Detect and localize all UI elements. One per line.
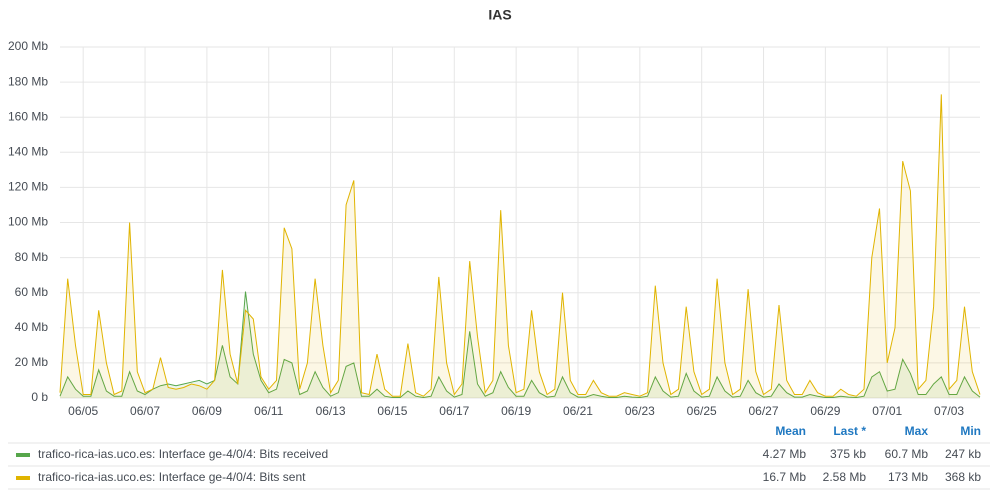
legend-stat: 368 kb — [945, 470, 981, 484]
series-line — [59, 94, 981, 397]
legend-stat: 4.27 Mb — [763, 447, 807, 461]
legend-header: Min — [960, 424, 981, 438]
legend-stat: 247 kb — [945, 447, 981, 461]
legend-header: Max — [905, 424, 929, 438]
legend-stat: 2.58 Mb — [823, 470, 867, 484]
x-tick-label: 06/11 — [254, 404, 283, 418]
y-tick-label: 40 Mb — [15, 320, 49, 334]
legend-header: Mean — [775, 424, 806, 438]
legend-stat: 173 Mb — [888, 470, 928, 484]
legend-swatch — [16, 453, 30, 457]
x-tick-label: 06/19 — [501, 404, 531, 418]
series-area — [60, 94, 980, 399]
legend-header: Last * — [833, 424, 866, 438]
y-tick-label: 0 b — [31, 390, 48, 404]
x-tick-label: 06/15 — [377, 404, 407, 418]
legend-stat: 16.7 Mb — [763, 470, 807, 484]
legend-stat: 375 kb — [830, 447, 866, 461]
y-tick-label: 100 Mb — [8, 215, 48, 229]
y-tick-label: 180 Mb — [8, 74, 48, 88]
chart-title: IAS — [488, 7, 511, 23]
legend-stat: 60.7 Mb — [885, 447, 929, 461]
x-tick-label: 06/07 — [130, 404, 160, 418]
y-tick-label: 140 Mb — [8, 144, 48, 158]
x-tick-label: 06/23 — [625, 404, 655, 418]
series-area — [60, 291, 980, 398]
x-tick-label: 06/09 — [192, 404, 222, 418]
series-line — [59, 291, 981, 399]
x-tick-label: 06/17 — [439, 404, 469, 418]
y-tick-label: 60 Mb — [15, 285, 49, 299]
y-tick-label: 200 Mb — [8, 39, 48, 53]
y-tick-label: 20 Mb — [15, 355, 49, 369]
x-tick-label: 06/25 — [687, 404, 717, 418]
y-tick-label: 120 Mb — [8, 180, 48, 194]
x-tick-label: 06/13 — [316, 404, 346, 418]
x-tick-label: 07/03 — [934, 404, 964, 418]
y-tick-label: 160 Mb — [8, 109, 48, 123]
legend-name[interactable]: trafico-rica-ias.uco.es: Interface ge-4/… — [38, 447, 328, 461]
x-tick-label: 07/01 — [872, 404, 902, 418]
x-tick-label: 06/05 — [68, 404, 98, 418]
legend-name[interactable]: trafico-rica-ias.uco.es: Interface ge-4/… — [38, 470, 306, 484]
y-tick-label: 80 Mb — [15, 250, 49, 264]
x-tick-label: 06/21 — [563, 404, 593, 418]
x-tick-label: 06/27 — [749, 404, 779, 418]
legend-swatch — [16, 476, 30, 480]
x-tick-label: 06/29 — [810, 404, 840, 418]
